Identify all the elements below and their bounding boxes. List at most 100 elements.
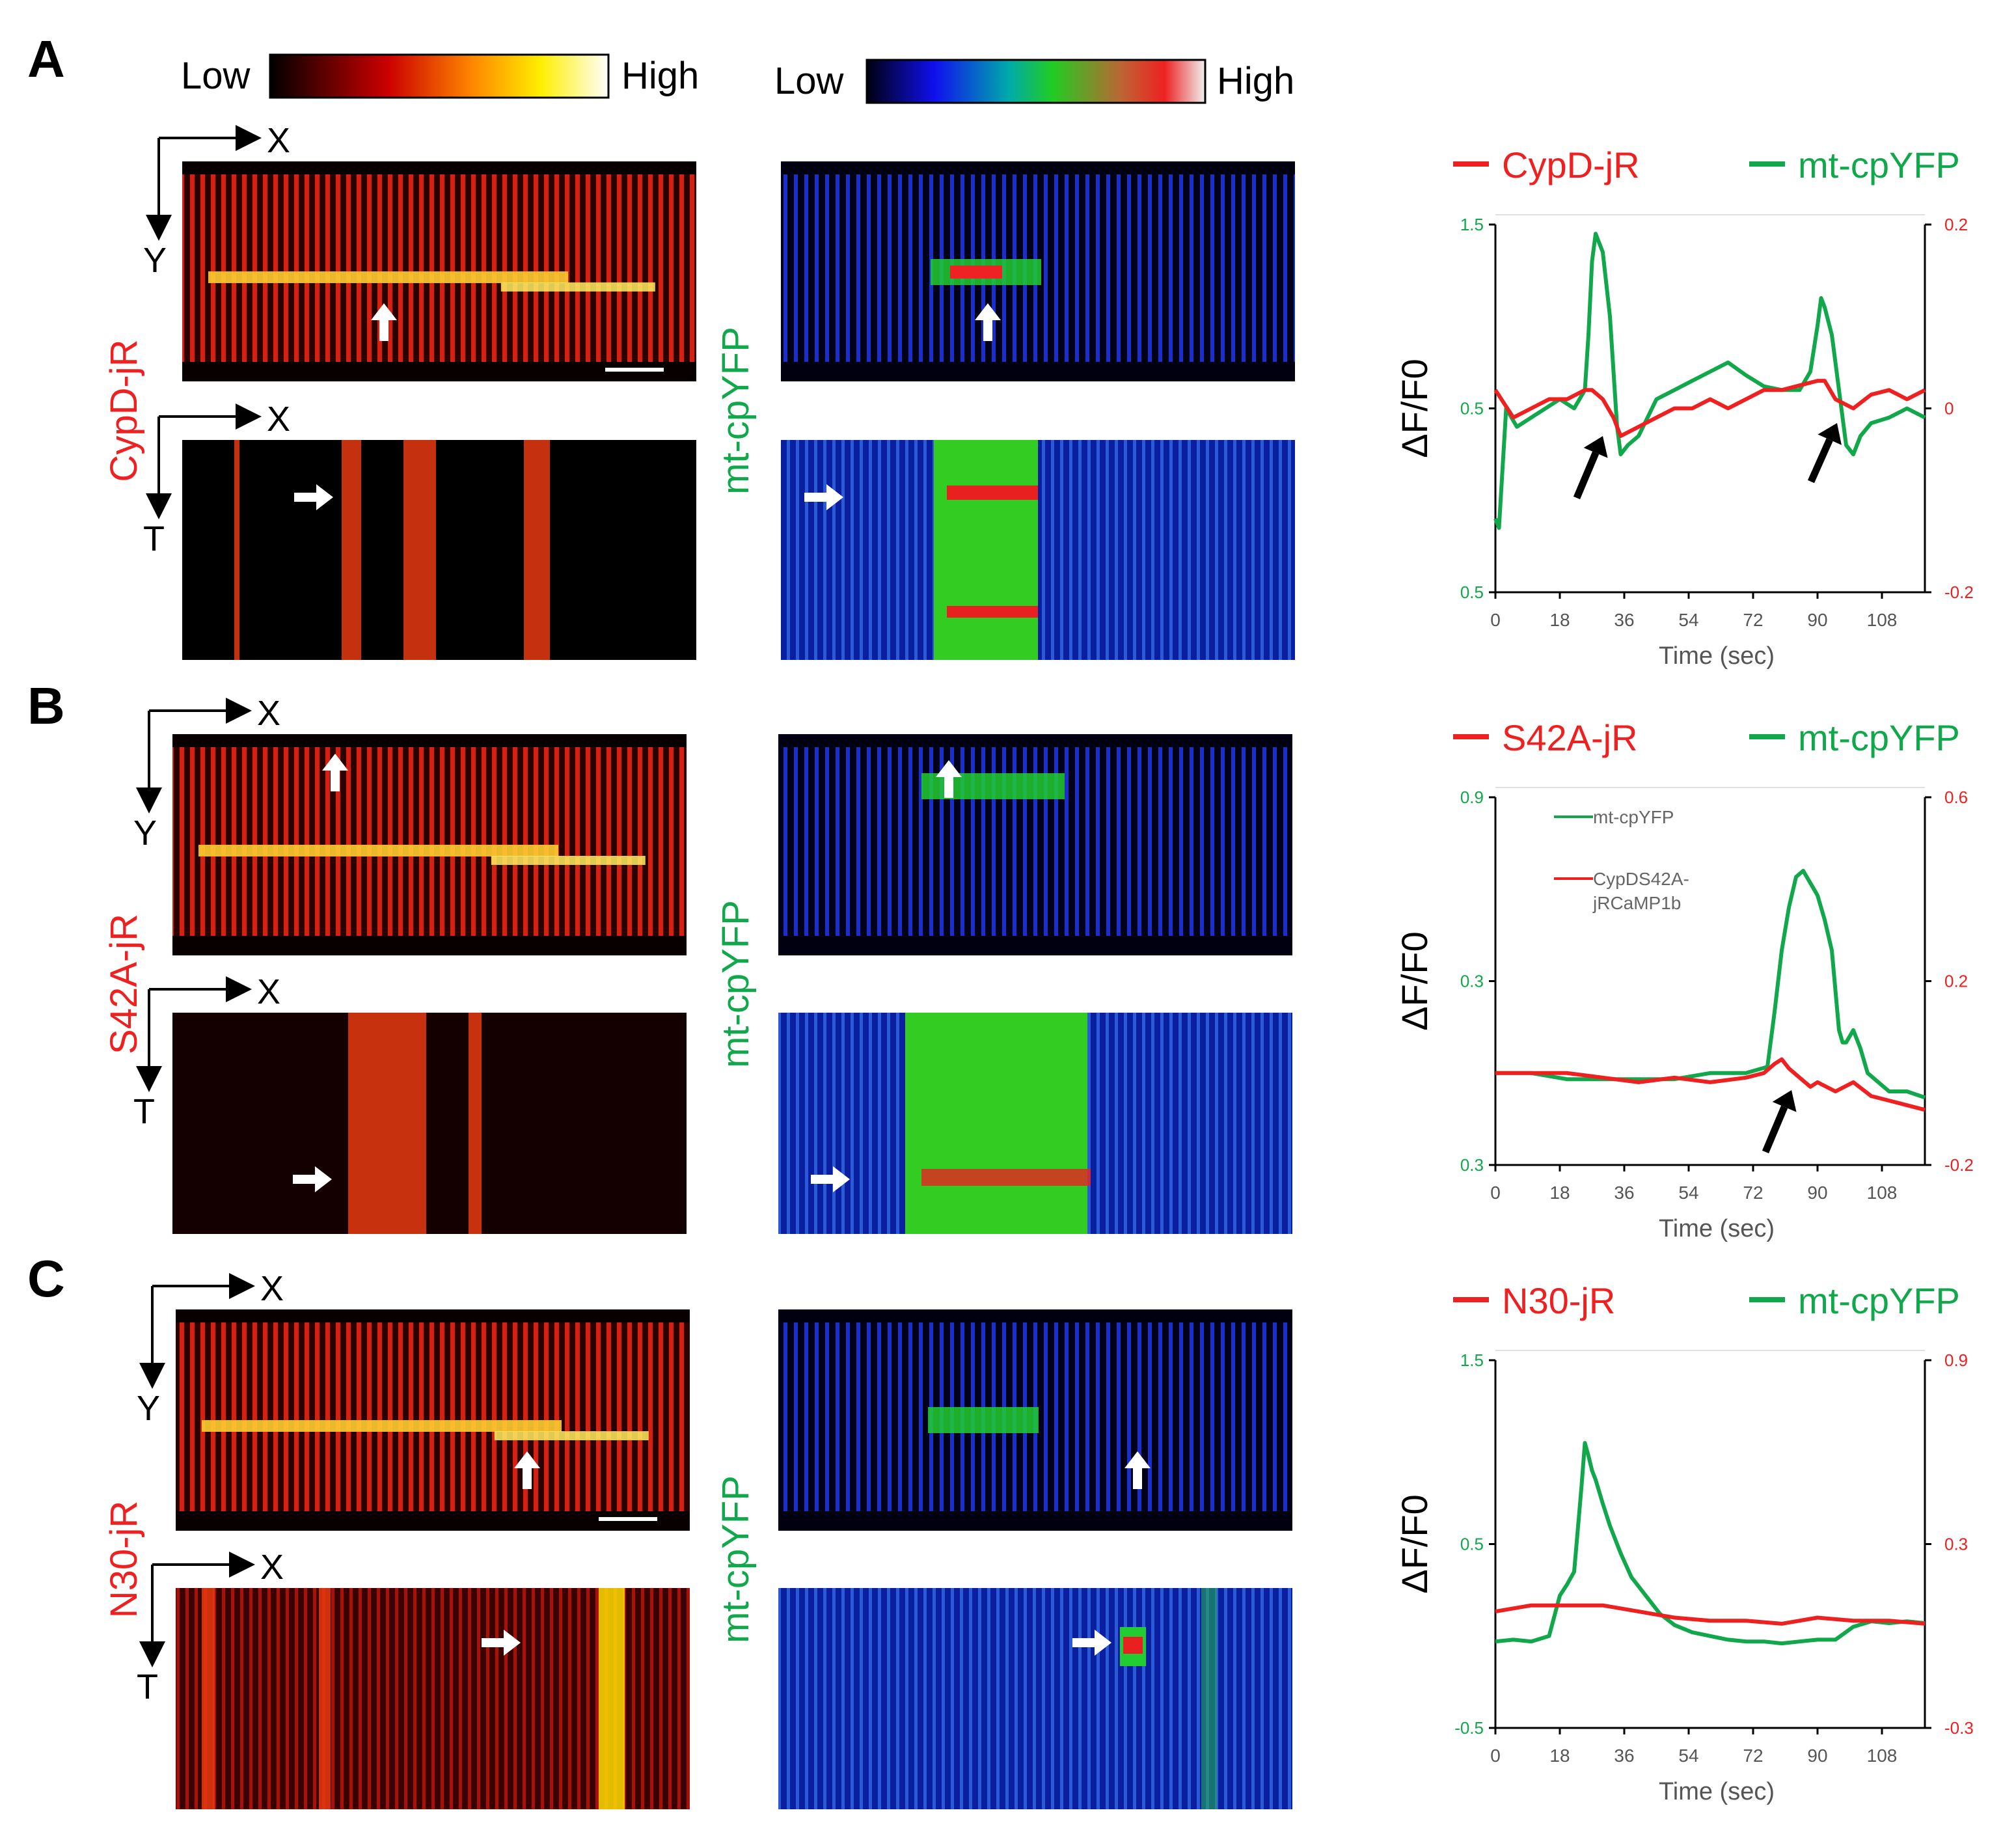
- green-channel-label: mt-cpYFP: [715, 1475, 757, 1643]
- chart: N30-jR mt-cpYFP 1.5 0.9 0.5 0.3 -0.5 -0.3 0 18 36 5…: [1394, 1280, 1974, 1805]
- chart: S42A-jR mt-cpYFP 0.9 0.6 0.3 0.2 0.3 -0.2 0 18 36 5…: [1394, 717, 1974, 1242]
- black-arrow-icon: [1573, 436, 1608, 500]
- green-channel-label: mt-cpYFP: [715, 900, 757, 1068]
- red-xt-image: [182, 440, 696, 660]
- inner-legend-red-label-2: jRCaMP1b: [1592, 893, 1681, 913]
- left-tick-label: -0.5: [1454, 1718, 1484, 1738]
- white-arrow-icon: [936, 760, 962, 798]
- red-xy-striations: [182, 174, 696, 362]
- xy-axes-indicator: XY: [143, 121, 290, 280]
- axis-x-label: X: [267, 121, 290, 160]
- red-xt-band: [469, 1013, 482, 1234]
- white-arrow-icon: [804, 484, 843, 510]
- colorbar-warm-high-label: High: [621, 55, 699, 97]
- x-tick-label: 18: [1549, 610, 1570, 630]
- red-xt-band: [234, 440, 239, 660]
- green-xt-image: [778, 1013, 1292, 1234]
- axis-x-label: X: [257, 694, 280, 733]
- legend-red-label: S42A-jR: [1502, 717, 1638, 758]
- white-arrow-icon: [293, 1166, 332, 1192]
- green-xt-image: [778, 1588, 1292, 1809]
- xt-axes-indicator: XT: [133, 972, 280, 1131]
- right-tick-label: 0.3: [1944, 1535, 1968, 1554]
- red-xt-band: [319, 1588, 331, 1809]
- x-tick-label: 36: [1614, 1746, 1634, 1766]
- red-channel-label: S42A-jR: [103, 914, 145, 1054]
- x-tick-label: 0: [1490, 1746, 1501, 1766]
- x-tick-label: 90: [1807, 1183, 1827, 1203]
- left-tick-label: 0.3: [1460, 972, 1484, 991]
- red-xy-bright-band: [208, 271, 568, 283]
- panel-letter: B: [27, 677, 65, 735]
- red-xt-background: [182, 440, 696, 660]
- axis-y-label: Y: [137, 1389, 160, 1428]
- x-axis-title: Time (sec): [1659, 1778, 1775, 1805]
- green-xy-red-core: [950, 266, 1002, 279]
- white-arrow-icon: [975, 303, 1001, 341]
- panel-letter: C: [27, 1250, 65, 1308]
- axis-y-label: T: [137, 1667, 158, 1706]
- colorbar-rainbow: Low High: [774, 59, 1294, 104]
- green-xt-red-event: [921, 1169, 1091, 1186]
- x-tick-label: 108: [1867, 1183, 1898, 1203]
- colorbar-warm-low-label: Low: [181, 55, 251, 97]
- red-xt-image: [172, 1013, 687, 1234]
- green-xt-red-event: [947, 486, 1038, 500]
- left-tick-label: 1.5: [1460, 1350, 1484, 1370]
- red-xy-bright-band-2: [494, 1431, 649, 1440]
- red-xy-bright-band: [198, 845, 558, 856]
- white-arrow-icon: [514, 1451, 540, 1489]
- white-arrow-icon: [811, 1166, 850, 1192]
- red-xt-band: [342, 440, 361, 660]
- red-xt-image: [176, 1588, 690, 1809]
- red-xt-band: [403, 440, 436, 660]
- legend-green-label: mt-cpYFP: [1798, 717, 1960, 758]
- axis-x-label: X: [267, 400, 290, 439]
- red-channel-label: CypD-jR: [103, 339, 145, 482]
- right-tick-label: -0.3: [1944, 1718, 1974, 1738]
- left-tick-label: 0.9: [1460, 787, 1484, 807]
- x-tick-label: 90: [1807, 1746, 1827, 1766]
- right-tick-label: 0.9: [1944, 1350, 1968, 1370]
- legend-red-label: CypD-jR: [1502, 144, 1640, 185]
- colorbar-warm: Low High: [181, 53, 699, 99]
- x-tick-label: 18: [1549, 1183, 1570, 1203]
- x-tick-label: 54: [1678, 1183, 1698, 1203]
- x-axis-title: Time (sec): [1659, 1215, 1775, 1242]
- black-arrow-shaft: [1573, 451, 1600, 500]
- green-xt-image: [781, 440, 1295, 660]
- x-tick-label: 36: [1614, 610, 1634, 630]
- x-tick-label: 54: [1678, 610, 1698, 630]
- white-arrow-icon: [1124, 1451, 1151, 1489]
- legend-green-label: mt-cpYFP: [1798, 1280, 1960, 1321]
- x-tick-label: 36: [1614, 1183, 1634, 1203]
- x-tick-label: 72: [1743, 610, 1763, 630]
- series-green-line: [1493, 232, 1926, 530]
- white-arrow-icon: [371, 303, 397, 341]
- black-arrow-icon: [1762, 1090, 1797, 1154]
- red-xy-image: [182, 161, 696, 381]
- axis-y-label: T: [143, 519, 165, 558]
- x-tick-label: 72: [1743, 1183, 1763, 1203]
- red-xy-image: [176, 1309, 690, 1531]
- inner-legend-green-label: mt-cpYFP: [1593, 807, 1674, 827]
- green-xt-band: [934, 440, 1038, 660]
- axis-x-label: X: [260, 1548, 284, 1587]
- red-xy-bright-band: [202, 1420, 562, 1432]
- red-xt-band: [202, 1588, 215, 1809]
- colorbar-rainbow-low-label: Low: [774, 60, 845, 102]
- green-xt-red-event: [1123, 1637, 1143, 1654]
- red-channel-label: N30-jR: [103, 1501, 145, 1619]
- black-arrow-shaft: [1807, 438, 1833, 484]
- right-tick-label: -0.2: [1944, 1155, 1974, 1175]
- colorbar-rainbow-gradient: [865, 59, 1206, 104]
- x-tick-label: 108: [1867, 1746, 1898, 1766]
- xy-axes-indicator: XY: [133, 694, 280, 853]
- x-tick-label: 18: [1549, 1746, 1570, 1766]
- axis-y-label: T: [133, 1092, 155, 1131]
- series-red-line: [1495, 1603, 1926, 1626]
- right-tick-label: 0.6: [1944, 787, 1968, 807]
- axis-x-label: X: [260, 1269, 284, 1308]
- red-xt-band: [599, 1588, 625, 1809]
